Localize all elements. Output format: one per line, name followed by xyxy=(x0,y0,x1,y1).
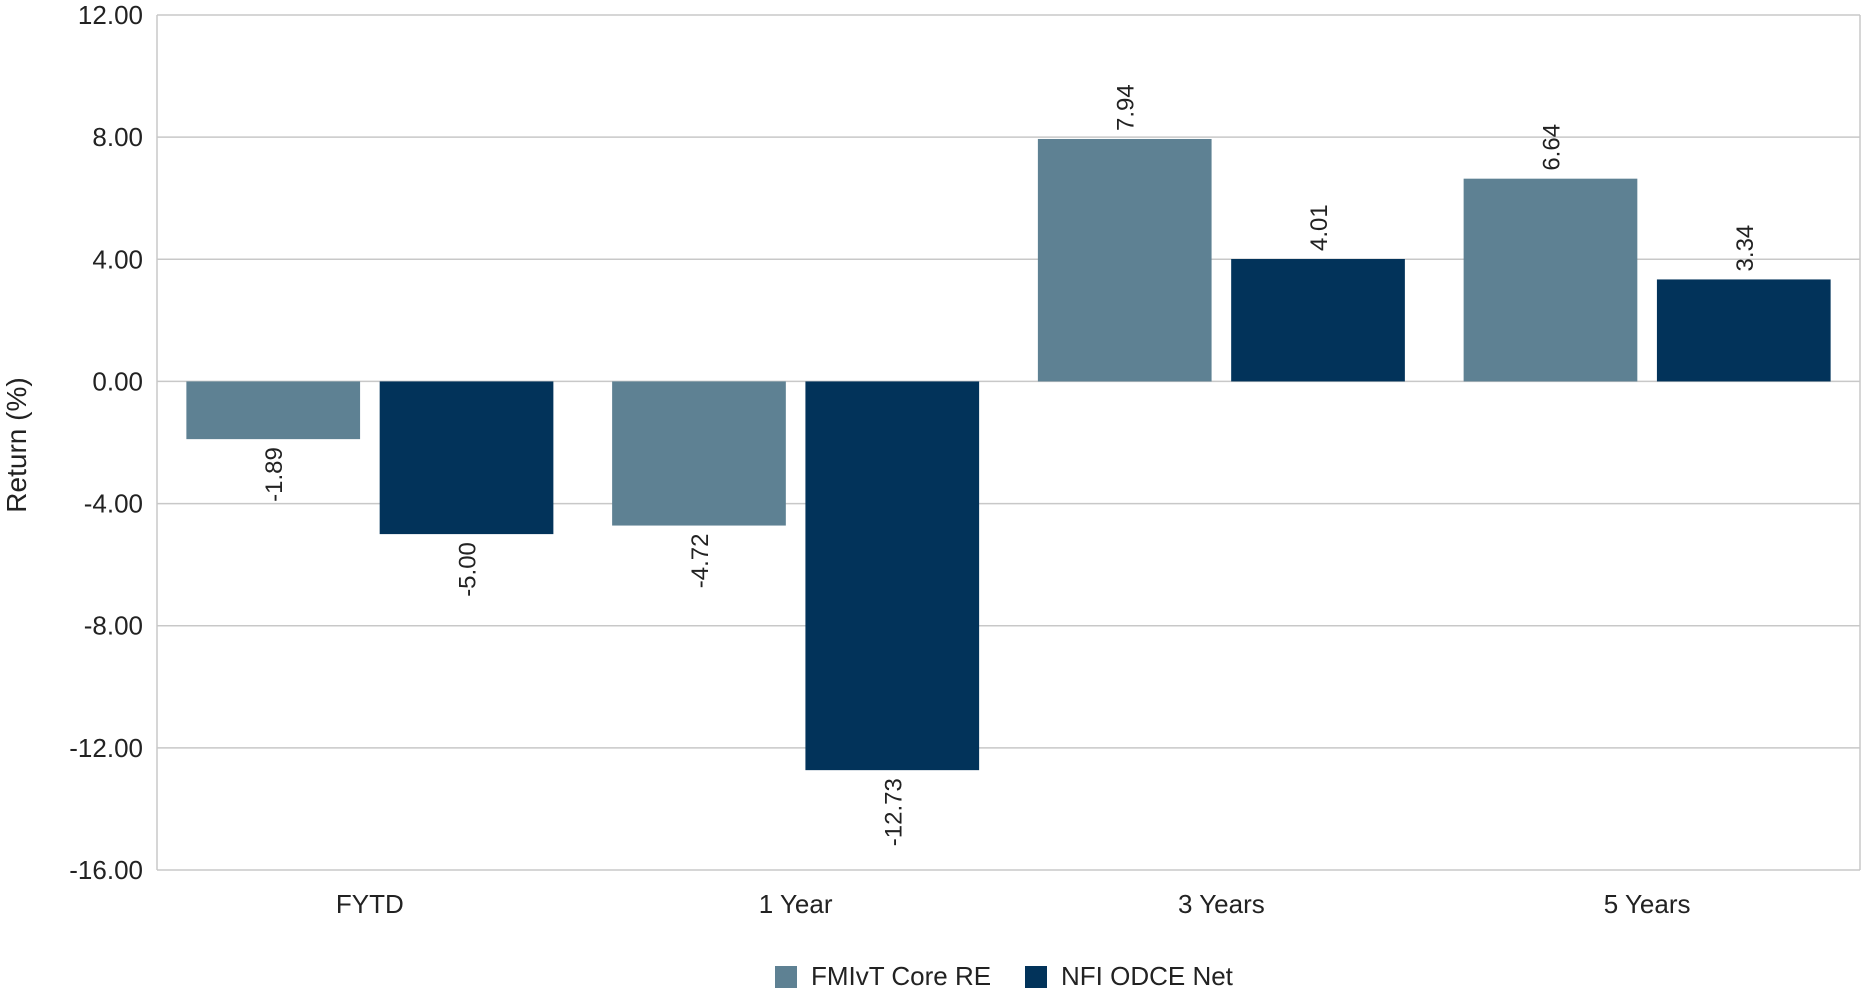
bar xyxy=(1463,178,1638,382)
legend: FMIvT Core RE NFI ODCE Net xyxy=(775,961,1234,991)
y-tick-label: 8.00 xyxy=(92,122,143,152)
data-label: -4.72 xyxy=(687,534,714,589)
x-tick-label: 1 Year xyxy=(759,889,833,919)
legend-swatch xyxy=(1025,966,1047,988)
data-label: 7.94 xyxy=(1113,84,1140,131)
y-tick-label: -12.00 xyxy=(69,733,143,763)
y-tick-label: -16.00 xyxy=(69,855,143,885)
data-label: 3.34 xyxy=(1732,225,1759,272)
x-tick-label: 3 Years xyxy=(1178,889,1265,919)
y-tick-label: 4.00 xyxy=(92,244,143,274)
data-label: 6.64 xyxy=(1538,124,1565,171)
data-label: -5.00 xyxy=(455,542,482,597)
bar xyxy=(612,381,786,526)
data-labels: -1.89 -5.00 -4.72 -12.73 7.94 4.01 6.64 3.34 xyxy=(261,84,1759,846)
legend-swatch xyxy=(775,966,797,988)
legend-label: NFI ODCE Net xyxy=(1061,961,1234,991)
bars xyxy=(186,138,1831,771)
bar xyxy=(805,381,980,771)
legend-label: FMIvT Core RE xyxy=(811,961,991,991)
bar xyxy=(1231,258,1405,382)
y-tick-label: -8.00 xyxy=(84,611,143,641)
y-tick-label: 0.00 xyxy=(92,366,143,396)
bar xyxy=(379,381,554,535)
axes: 12.00 8.00 4.00 0.00 -4.00 -8.00 -12.00 -16.00 F… xyxy=(69,0,1690,919)
bar xyxy=(1656,279,1831,382)
y-axis-title: Return (%) xyxy=(1,377,32,512)
y-tick-label: 12.00 xyxy=(78,0,143,30)
x-tick-label: FYTD xyxy=(336,889,404,919)
data-label: -1.89 xyxy=(261,447,288,502)
data-label: -12.73 xyxy=(880,778,907,846)
x-tick-label: 5 Years xyxy=(1604,889,1691,919)
y-tick-label: -4.00 xyxy=(84,489,143,519)
bar xyxy=(186,381,361,440)
data-label: 4.01 xyxy=(1306,204,1333,251)
bar xyxy=(1037,138,1212,382)
